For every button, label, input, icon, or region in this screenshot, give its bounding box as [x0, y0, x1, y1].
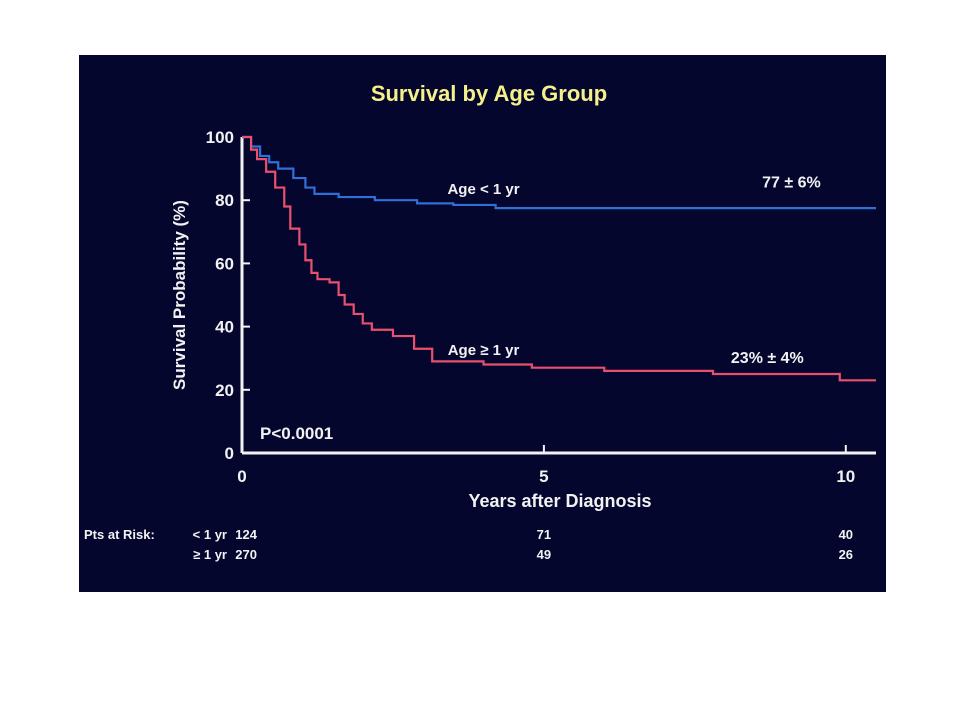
series-name-label: Age ≥ 1 yr: [448, 342, 520, 359]
y-tick-label: 20: [215, 381, 234, 400]
risk-value: 270: [235, 547, 257, 562]
risk-value: 26: [839, 547, 853, 562]
risk-value: 71: [537, 527, 551, 542]
risk-value: 124: [235, 527, 257, 542]
x-tick-label: 5: [539, 467, 548, 486]
series-line-0: [242, 135, 876, 210]
series-end-label: 23% ± 4%: [731, 350, 804, 367]
series-lines: [242, 135, 876, 382]
chart-slide: Survival by Age Group 0 20 40 60 80 100 0 5 10 S…: [79, 55, 886, 592]
risk-value: 40: [839, 527, 853, 542]
x-tick-label: 10: [836, 467, 855, 486]
survival-chart: Survival by Age Group 0 20 40 60 80 100 0 5 10 S…: [84, 81, 876, 562]
tick-labels: 0 20 40 60 80 100 0 5 10: [206, 128, 856, 486]
y-tick-label: 0: [225, 444, 234, 463]
risk-row-label: ≥ 1 yr: [193, 547, 227, 562]
series-end-label: 77 ± 6%: [762, 175, 821, 192]
y-axis-label: Survival Probability (%): [170, 200, 189, 390]
y-tick-label: 40: [215, 318, 234, 337]
x-axis-label: Years after Diagnosis: [468, 491, 651, 511]
y-tick-label: 60: [215, 254, 234, 273]
risk-value: 49: [537, 547, 551, 562]
axes: [240, 136, 876, 455]
risk-table-header: Pts at Risk:: [84, 527, 155, 542]
series-labels: Age < 1 yr 77 ± 6% Age ≥ 1 yr 23% ± 4%: [447, 175, 820, 367]
y-tick-label: 80: [215, 191, 234, 210]
risk-row-label: < 1 yr: [193, 527, 227, 542]
risk-table: Pts at Risk: < 1 yr 124 71 40 ≥ 1 yr 270 49 26: [84, 527, 853, 562]
p-value-annotation: P<0.0001: [260, 424, 333, 443]
y-tick-label: 100: [206, 128, 234, 147]
series-line-1: [242, 135, 876, 382]
x-tick-label: 0: [237, 467, 246, 486]
series-name-label: Age < 1 yr: [447, 181, 519, 198]
chart-title: Survival by Age Group: [371, 81, 607, 106]
